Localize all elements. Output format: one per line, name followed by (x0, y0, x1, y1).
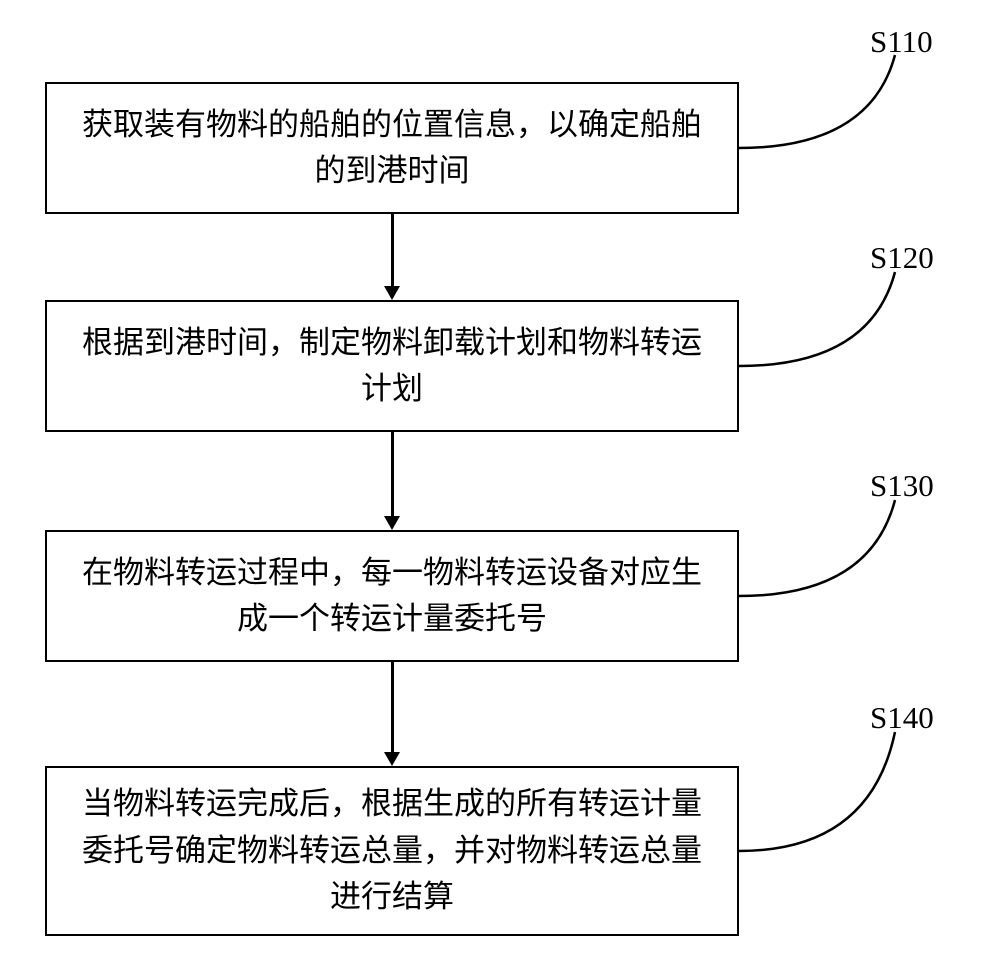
step-text-s120: 根据到港时间，制定物料卸载计划和物料转运计划 (67, 320, 717, 413)
step-box-s110: 获取装有物料的船舶的位置信息，以确定船舶的到港时间 (45, 82, 739, 214)
step-label-s120: S120 (870, 240, 934, 276)
arrow-line-1 (391, 214, 394, 286)
arrow-head-2 (384, 516, 400, 530)
step-label-s110: S110 (870, 24, 933, 60)
arrow-head-1 (384, 286, 400, 300)
step-text-s140: 当物料转运完成后，根据生成的所有转运计量委托号确定物料转运总量，并对物料转运总量… (67, 781, 717, 921)
step-box-s130: 在物料转运过程中，每一物料转运设备对应生成一个转运计量委托号 (45, 530, 739, 662)
arrow-head-3 (384, 752, 400, 766)
step-label-s130: S130 (870, 468, 934, 504)
step-text-s110: 获取装有物料的船舶的位置信息，以确定船舶的到港时间 (67, 102, 717, 195)
arrow-line-2 (391, 432, 394, 516)
step-box-s140: 当物料转运完成后，根据生成的所有转运计量委托号确定物料转运总量，并对物料转运总量… (45, 766, 739, 936)
arrow-line-3 (391, 662, 394, 752)
step-text-s130: 在物料转运过程中，每一物料转运设备对应生成一个转运计量委托号 (67, 550, 717, 643)
step-label-s140: S140 (870, 700, 934, 736)
step-box-s120: 根据到港时间，制定物料卸载计划和物料转运计划 (45, 300, 739, 432)
